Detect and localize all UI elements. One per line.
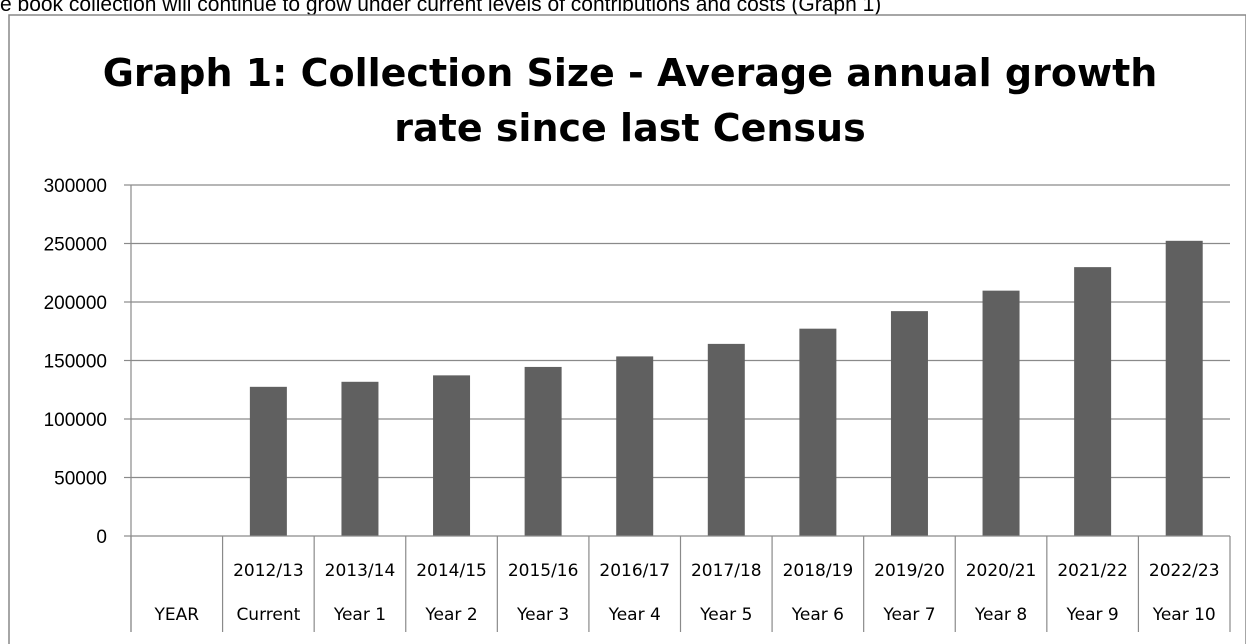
chart-title: Graph 1: Collection Size - Average annua… bbox=[103, 51, 1158, 150]
x-tick-label: Year 2 bbox=[424, 605, 477, 625]
x-tick-year-label: 2019/20 bbox=[874, 561, 945, 581]
x-tick-label: Year 5 bbox=[699, 605, 752, 625]
chart-title-line-1: Graph 1: Collection Size - Average annua… bbox=[103, 51, 1158, 95]
x-tick-year-label: 2018/19 bbox=[783, 561, 854, 581]
x-tick-label: Year 10 bbox=[1152, 605, 1216, 625]
bar bbox=[799, 328, 837, 536]
bar bbox=[890, 311, 928, 536]
x-tick-label: Current bbox=[236, 605, 300, 625]
y-tick-label: 100000 bbox=[44, 410, 107, 431]
x-tick-year-label: 2021/22 bbox=[1057, 561, 1128, 581]
x-tick-year-label: 2022/23 bbox=[1149, 561, 1220, 581]
y-axis: 0 50000 100000 150000 200000 250000 300000 bbox=[44, 176, 132, 632]
intro-sentence: e book collection will continue to grow … bbox=[0, 0, 882, 16]
bar bbox=[433, 375, 471, 536]
bar bbox=[707, 343, 745, 536]
x-tick-label: YEAR bbox=[154, 605, 200, 625]
bar bbox=[249, 386, 287, 536]
bar bbox=[982, 290, 1020, 536]
x-tick-year-label: 2020/21 bbox=[966, 561, 1037, 581]
x-tick-year-label: 2012/13 bbox=[233, 561, 304, 581]
x-tick-year-label: 2015/16 bbox=[508, 561, 579, 581]
x-tick-label: Year 3 bbox=[516, 605, 569, 625]
y-tick-label: 200000 bbox=[44, 293, 107, 314]
bar bbox=[616, 356, 654, 536]
x-tick-label: Year 4 bbox=[608, 605, 661, 625]
x-tick-label: Year 7 bbox=[882, 605, 935, 625]
x-tick-year-label: 2013/14 bbox=[325, 561, 396, 581]
x-axis: YEAR 2012/13 Current 2013/14 Year 1 2014/15 Ye… bbox=[130, 535, 1231, 632]
y-tick-label: 150000 bbox=[44, 352, 107, 373]
bar bbox=[1165, 240, 1203, 536]
y-tick-label: 50000 bbox=[54, 469, 107, 490]
x-tick-year-label: 2014/15 bbox=[416, 561, 487, 581]
x-tick-label: Year 8 bbox=[974, 605, 1027, 625]
x-tick-label: Year 9 bbox=[1066, 605, 1119, 625]
x-tick-year-label: 2017/18 bbox=[691, 561, 762, 581]
chart-title-line-2: rate since last Census bbox=[394, 106, 865, 150]
x-tick-label: Year 6 bbox=[791, 605, 844, 625]
chart-frame bbox=[8, 14, 1246, 644]
y-tick-label: 300000 bbox=[44, 176, 107, 197]
x-tick-year-label: 2016/17 bbox=[599, 561, 670, 581]
bar bbox=[524, 366, 562, 536]
gridlines bbox=[131, 184, 1230, 479]
y-tick-label: 250000 bbox=[44, 235, 107, 256]
bar bbox=[1074, 267, 1112, 536]
x-tick-label: Year 1 bbox=[333, 605, 386, 625]
bars bbox=[249, 240, 1203, 536]
bar bbox=[341, 381, 379, 536]
y-tick-label: 0 bbox=[96, 527, 107, 548]
